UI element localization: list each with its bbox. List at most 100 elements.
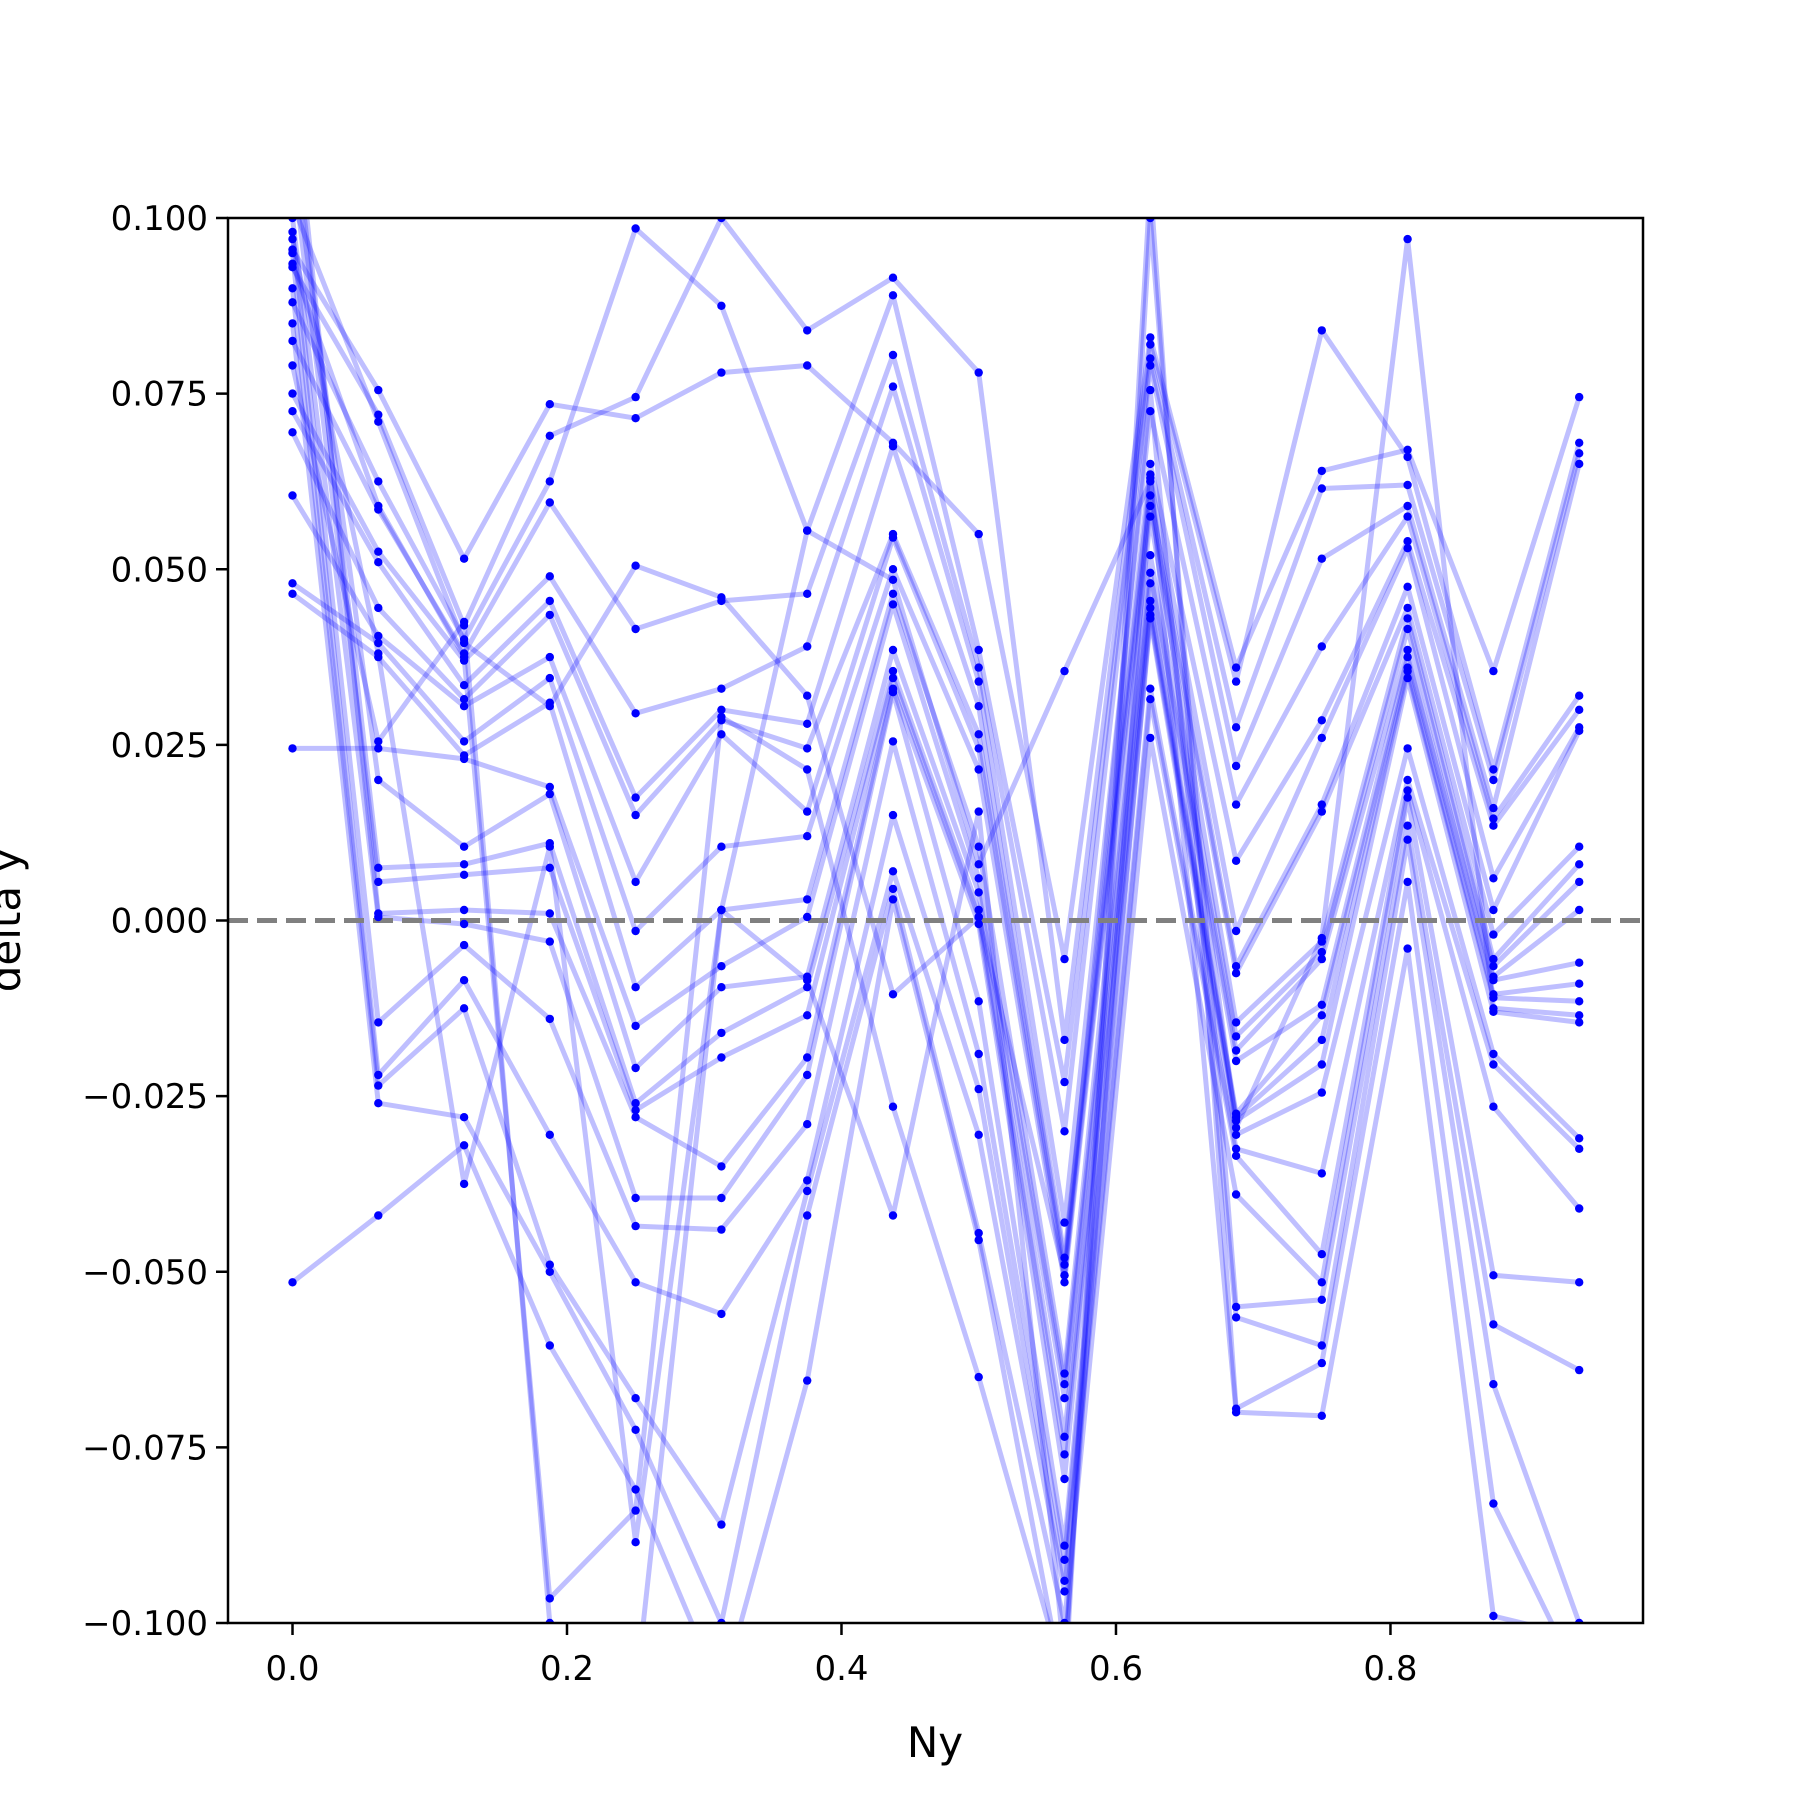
data-point (1575, 905, 1584, 915)
data-point (974, 1084, 983, 1094)
data-point (974, 702, 983, 711)
data-point (545, 1594, 554, 1603)
data-point (974, 368, 983, 377)
data-point (888, 565, 898, 574)
data-point (1403, 544, 1412, 553)
data-point (1403, 501, 1412, 511)
data-point (1060, 1380, 1069, 1389)
data-point (1489, 1004, 1498, 1013)
data-point (288, 744, 297, 753)
data-point (1060, 666, 1069, 676)
data-point (374, 385, 383, 395)
data-point (1317, 1000, 1327, 1009)
data-point (545, 1267, 554, 1277)
data-point (974, 807, 983, 816)
data-point (1146, 614, 1155, 623)
data-point (1317, 947, 1327, 957)
data-point (1403, 624, 1412, 634)
data-point (803, 589, 812, 598)
data-point (459, 976, 469, 985)
series-line-24 (290, 238, 1533, 1623)
data-point (631, 1221, 640, 1231)
data-point (1489, 1102, 1498, 1111)
data-point (803, 1070, 812, 1080)
data-point (374, 649, 383, 658)
data-point (1146, 491, 1155, 500)
data-point (1575, 877, 1584, 887)
data-point (803, 912, 812, 922)
data-point (1489, 930, 1498, 939)
data-point (888, 666, 898, 676)
data-point (1060, 1369, 1069, 1378)
data-point (1231, 1151, 1241, 1161)
data-point (631, 561, 640, 570)
data-point (1317, 1411, 1327, 1421)
data-point (974, 1235, 983, 1245)
data-point (803, 832, 812, 841)
data-point (1489, 666, 1498, 676)
data-point (974, 860, 983, 869)
data-point (717, 1053, 726, 1062)
data-point (1317, 1358, 1327, 1368)
data-point (1146, 695, 1155, 704)
data-point (1231, 1144, 1241, 1154)
series-line-5 (290, 384, 1582, 1226)
data-point (459, 652, 469, 662)
data-point (288, 248, 297, 258)
data-point (374, 863, 383, 872)
data-point (545, 431, 554, 440)
data-point (288, 298, 297, 307)
data-point (1231, 969, 1241, 978)
data-point (717, 1193, 726, 1203)
data-point (1489, 775, 1498, 785)
data-point (1489, 1060, 1498, 1069)
data-point (1489, 1611, 1498, 1621)
data-point (631, 414, 640, 423)
data-point (1231, 926, 1241, 936)
series-line-14 (296, 218, 1580, 1457)
data-point (974, 905, 983, 915)
x-tick-label: 0.4 (814, 1649, 868, 1689)
data-point (1489, 814, 1498, 823)
x-axis-label: Ny (907, 1718, 963, 1767)
y-tick-label: −0.025 (82, 1077, 208, 1117)
data-point (717, 593, 726, 602)
data-point (374, 1081, 383, 1090)
data-point (888, 688, 898, 697)
series-line-11 (292, 552, 1581, 1387)
series-line-8 (290, 493, 1582, 1278)
data-point (374, 912, 383, 922)
data-point (803, 1176, 812, 1185)
data-point (545, 782, 554, 792)
data-point (1146, 512, 1155, 521)
data-point (1403, 645, 1412, 655)
data-point (1231, 1046, 1241, 1055)
data-point (459, 737, 469, 746)
data-point (717, 1520, 726, 1529)
data-point (1403, 877, 1412, 887)
data-point (374, 737, 383, 746)
data-point (888, 600, 898, 609)
data-point (803, 691, 812, 700)
data-point (288, 407, 297, 416)
data-point (803, 976, 812, 985)
data-point (1146, 470, 1155, 479)
data-point (1489, 1380, 1498, 1389)
data-point (374, 417, 383, 426)
data-point (888, 867, 898, 876)
y-tick-label: 0.000 (111, 902, 208, 942)
data-point (803, 895, 812, 904)
data-point (1231, 800, 1241, 809)
data-point (803, 1376, 812, 1385)
data-point (1575, 958, 1584, 967)
data-point (1489, 1049, 1498, 1059)
series-line-22 (295, 218, 1582, 1623)
data-point (888, 1102, 898, 1111)
series-line-15 (304, 218, 1580, 1482)
data-point (631, 709, 640, 718)
data-point (1575, 1278, 1584, 1287)
x-tick-label: 0.2 (540, 1649, 594, 1689)
data-point (459, 919, 469, 929)
data-point (1575, 842, 1584, 851)
